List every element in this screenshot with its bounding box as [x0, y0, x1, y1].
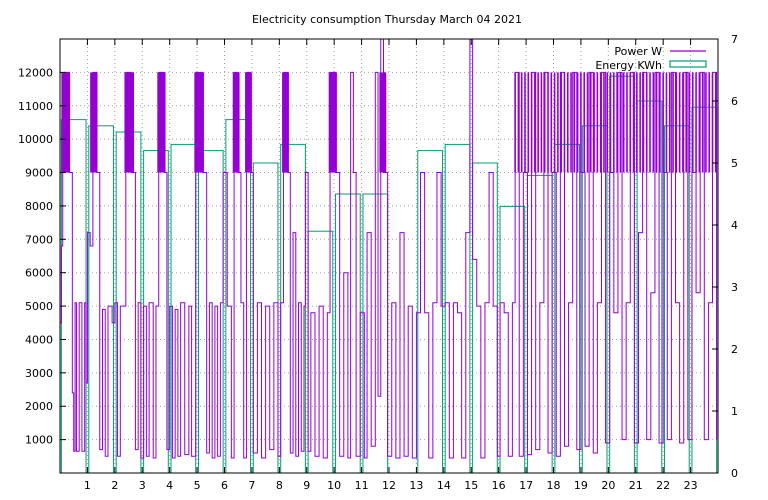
- x-tick-label: 5: [194, 479, 201, 492]
- x-tick-label: 15: [464, 479, 478, 492]
- y-axis-left: 1000 2000 3000 4000 5000 6000 7000 8000 9000 1000…: [18, 66, 66, 447]
- x-tick-label: 13: [409, 479, 423, 492]
- y-tick-label-left: 3000: [25, 367, 53, 380]
- x-tick-label: 7: [248, 479, 255, 492]
- x-tick-label: 4: [166, 479, 173, 492]
- energy-bar: [307, 230, 334, 474]
- x-tick-label: 8: [276, 479, 283, 492]
- y-tick-label-left: 4000: [25, 333, 53, 346]
- x-tick-label: 17: [519, 479, 533, 492]
- power-dense-band: [90, 72, 98, 173]
- legend: Power W Energy KWh: [595, 45, 707, 72]
- x-axis: 1 2 3 4 5 6 7 8 9 10 11 12 13 14 15 16 17 18 19 20 21 22 23: [84, 39, 698, 492]
- power-dense-band: [379, 72, 387, 173]
- y-tick-label-left: 9000: [25, 167, 53, 180]
- y-tick-label-left: 8000: [25, 200, 53, 213]
- legend-label-power: Power W: [614, 45, 662, 58]
- power-dense-band: [282, 72, 289, 173]
- legend-swatch-energy: [669, 60, 707, 68]
- energy-bar: [581, 125, 608, 474]
- x-tick-label: 23: [684, 479, 698, 492]
- y-tick-label-right: 0: [731, 467, 738, 480]
- x-tick-label: 20: [601, 479, 615, 492]
- y-tick-label-left: 2000: [25, 400, 53, 413]
- y-tick-label-left: 7000: [25, 233, 53, 246]
- y-tick-label-left: 6000: [25, 267, 53, 280]
- x-tick-label: 6: [221, 479, 228, 492]
- energy-bar: [417, 150, 443, 474]
- y-tick-label-left: 5000: [25, 300, 53, 313]
- x-tick-label: 18: [547, 479, 561, 492]
- x-tick-label: 3: [139, 479, 146, 492]
- legend-label-energy: Energy KWh: [595, 59, 662, 72]
- y-tick-label-right: 1: [731, 405, 738, 418]
- x-tick-label: 16: [492, 479, 506, 492]
- y-tick-label-right: 6: [731, 95, 738, 108]
- x-tick-label: 9: [303, 479, 310, 492]
- energy-bar: [197, 150, 224, 474]
- y-tick-label-right: 4: [731, 219, 738, 232]
- y-tick-label-left: 12000: [18, 66, 53, 79]
- power-dense-band: [124, 72, 135, 173]
- energy-bar: [554, 143, 581, 474]
- power-dense-band: [232, 72, 240, 173]
- y-tick-label-right: 3: [731, 281, 738, 294]
- x-tick-label: 12: [382, 479, 396, 492]
- x-tick-label: 10: [327, 479, 341, 492]
- power-dense-band: [157, 72, 166, 173]
- y-axis-right: 0 1 2 3 4 5 6 7: [712, 33, 738, 480]
- power-dense-band: [245, 72, 252, 173]
- y-tick-label-left: 11000: [18, 100, 53, 113]
- y-tick-label-right: 2: [731, 343, 738, 356]
- x-tick-label: 1: [84, 479, 91, 492]
- y-tick-label-left: 10000: [18, 133, 53, 146]
- y-tick-label-left: 1000: [25, 434, 53, 447]
- power-line: [60, 38, 718, 459]
- chart-title: Electricity consumption Thursday March 0…: [252, 13, 522, 26]
- x-tick-label: 19: [574, 479, 588, 492]
- x-tick-label: 21: [629, 479, 643, 492]
- y-tick-label-right: 7: [731, 33, 738, 46]
- x-tick-label: 14: [437, 479, 451, 492]
- energy-bar: [664, 125, 690, 474]
- power-series: [60, 38, 718, 459]
- x-tick-label: 2: [111, 479, 118, 492]
- y-tick-label-right: 5: [731, 157, 738, 170]
- power-dense-band: [328, 72, 337, 173]
- x-tick-label: 11: [355, 479, 369, 492]
- x-tick-label: 22: [656, 479, 670, 492]
- power-dense-band: [194, 72, 204, 173]
